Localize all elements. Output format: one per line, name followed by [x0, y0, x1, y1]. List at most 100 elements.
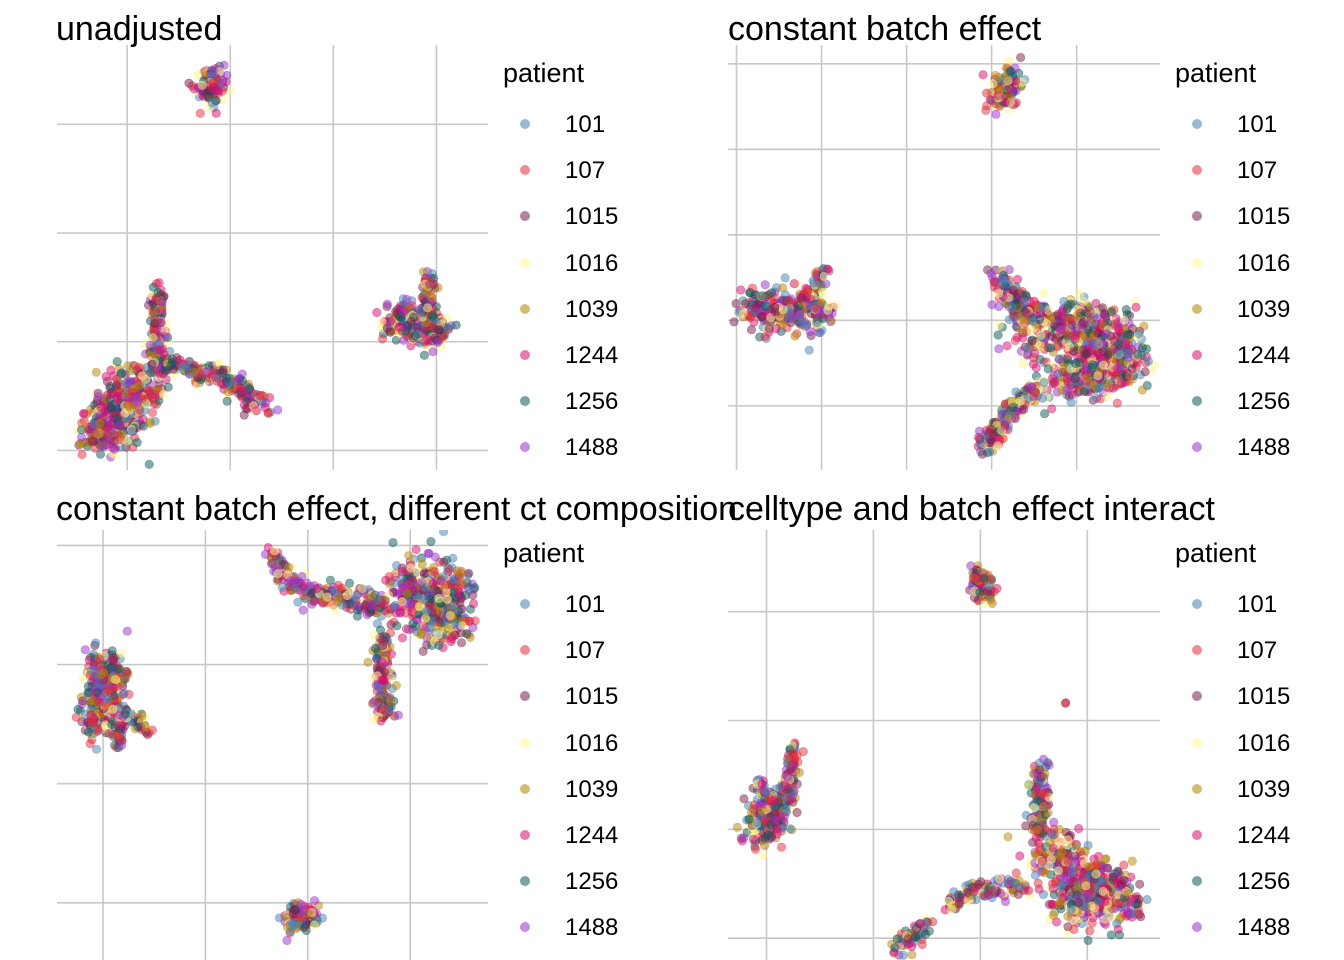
data-point: [290, 583, 300, 593]
points-layer: [729, 52, 1160, 459]
data-point: [269, 546, 280, 556]
data-point: [1047, 331, 1057, 341]
legend-key-dot: [1193, 351, 1201, 359]
data-point: [738, 308, 748, 319]
legend-key-dot: [521, 212, 529, 221]
legend-key-dot: [521, 692, 529, 701]
legend-key-dot: [521, 351, 529, 359]
data-point: [156, 345, 166, 355]
data-point: [1018, 358, 1028, 369]
data-point: [757, 291, 767, 301]
legend-key-dot: [1193, 120, 1201, 128]
data-point: [1011, 76, 1021, 86]
data-point: [993, 330, 1003, 340]
data-point: [78, 674, 88, 685]
legend-item-1488: 1488: [1175, 433, 1335, 463]
data-point: [786, 794, 796, 804]
data-point: [1074, 823, 1084, 834]
data-point: [71, 712, 81, 722]
data-point: [1078, 317, 1088, 327]
data-point: [1133, 349, 1143, 359]
data-point: [260, 402, 270, 413]
legend-key-dot: [521, 923, 529, 932]
data-point: [115, 420, 125, 430]
legend-item-1244: 1244: [503, 341, 663, 371]
data-point: [1008, 285, 1019, 295]
data-point: [433, 630, 443, 640]
data-point: [1119, 860, 1129, 870]
data-point: [87, 718, 98, 728]
data-point: [994, 320, 1004, 330]
data-point: [981, 105, 991, 115]
data-point: [1115, 363, 1125, 373]
data-point: [154, 278, 164, 288]
legend-label: 1244: [565, 822, 619, 849]
data-point: [160, 366, 170, 376]
data-point: [80, 645, 90, 655]
data-point: [1007, 302, 1017, 312]
data-point: [981, 88, 992, 98]
data-point: [406, 316, 416, 326]
data-point: [127, 427, 137, 437]
data-point: [113, 721, 124, 731]
data-point: [352, 590, 362, 600]
legend-label: 1015: [565, 683, 619, 711]
legend-item-1016: 1016: [503, 249, 663, 279]
legend-key-dot: [521, 831, 529, 839]
data-point: [776, 842, 787, 852]
data-point: [981, 425, 991, 436]
data-point: [79, 408, 89, 419]
data-point: [451, 320, 461, 330]
data-point: [750, 844, 761, 854]
legend-key-dot: [1193, 212, 1201, 221]
legend-label: 1256: [565, 868, 619, 896]
data-point: [377, 657, 387, 667]
data-point: [277, 582, 287, 593]
data-point: [785, 824, 795, 834]
legend-key-dot: [521, 646, 529, 655]
data-point: [426, 537, 436, 547]
data-point: [382, 299, 392, 309]
data-point: [1112, 398, 1122, 408]
data-point: [251, 406, 262, 416]
data-point: [363, 657, 373, 667]
data-point: [1000, 97, 1010, 108]
data-point: [366, 600, 377, 610]
data-point: [152, 384, 163, 394]
data-point: [195, 108, 205, 119]
data-point: [1005, 84, 1015, 94]
data-point: [122, 626, 132, 636]
legend-item-1256: 1256: [503, 867, 663, 897]
legend-item-107: 107: [503, 156, 663, 186]
data-point: [1055, 325, 1066, 335]
data-point: [372, 595, 382, 606]
data-point: [419, 350, 429, 360]
data-point: [83, 681, 93, 692]
data-point: [442, 314, 452, 324]
data-point: [212, 376, 222, 386]
data-point: [784, 296, 794, 306]
data-point: [376, 688, 386, 698]
data-point: [985, 95, 995, 105]
data-point: [147, 359, 157, 369]
data-point: [1091, 298, 1101, 309]
data-point: [986, 595, 996, 605]
points-layer: [732, 561, 1152, 960]
data-point: [975, 434, 985, 444]
legend-key-dot: [521, 443, 529, 452]
data-point: [831, 300, 841, 310]
data-point: [1039, 377, 1049, 388]
data-point: [1085, 306, 1095, 316]
data-point: [1119, 315, 1129, 325]
legend-label: 1015: [565, 203, 619, 231]
data-point: [736, 285, 746, 295]
legend-label: 1016: [565, 249, 619, 277]
data-point: [138, 421, 148, 431]
data-point: [449, 575, 459, 585]
data-point: [999, 275, 1009, 285]
data-point: [421, 606, 431, 616]
data-point: [1102, 391, 1112, 401]
legend-item-1039: 1039: [503, 295, 663, 325]
data-point: [236, 386, 247, 396]
data-point: [1131, 302, 1141, 312]
